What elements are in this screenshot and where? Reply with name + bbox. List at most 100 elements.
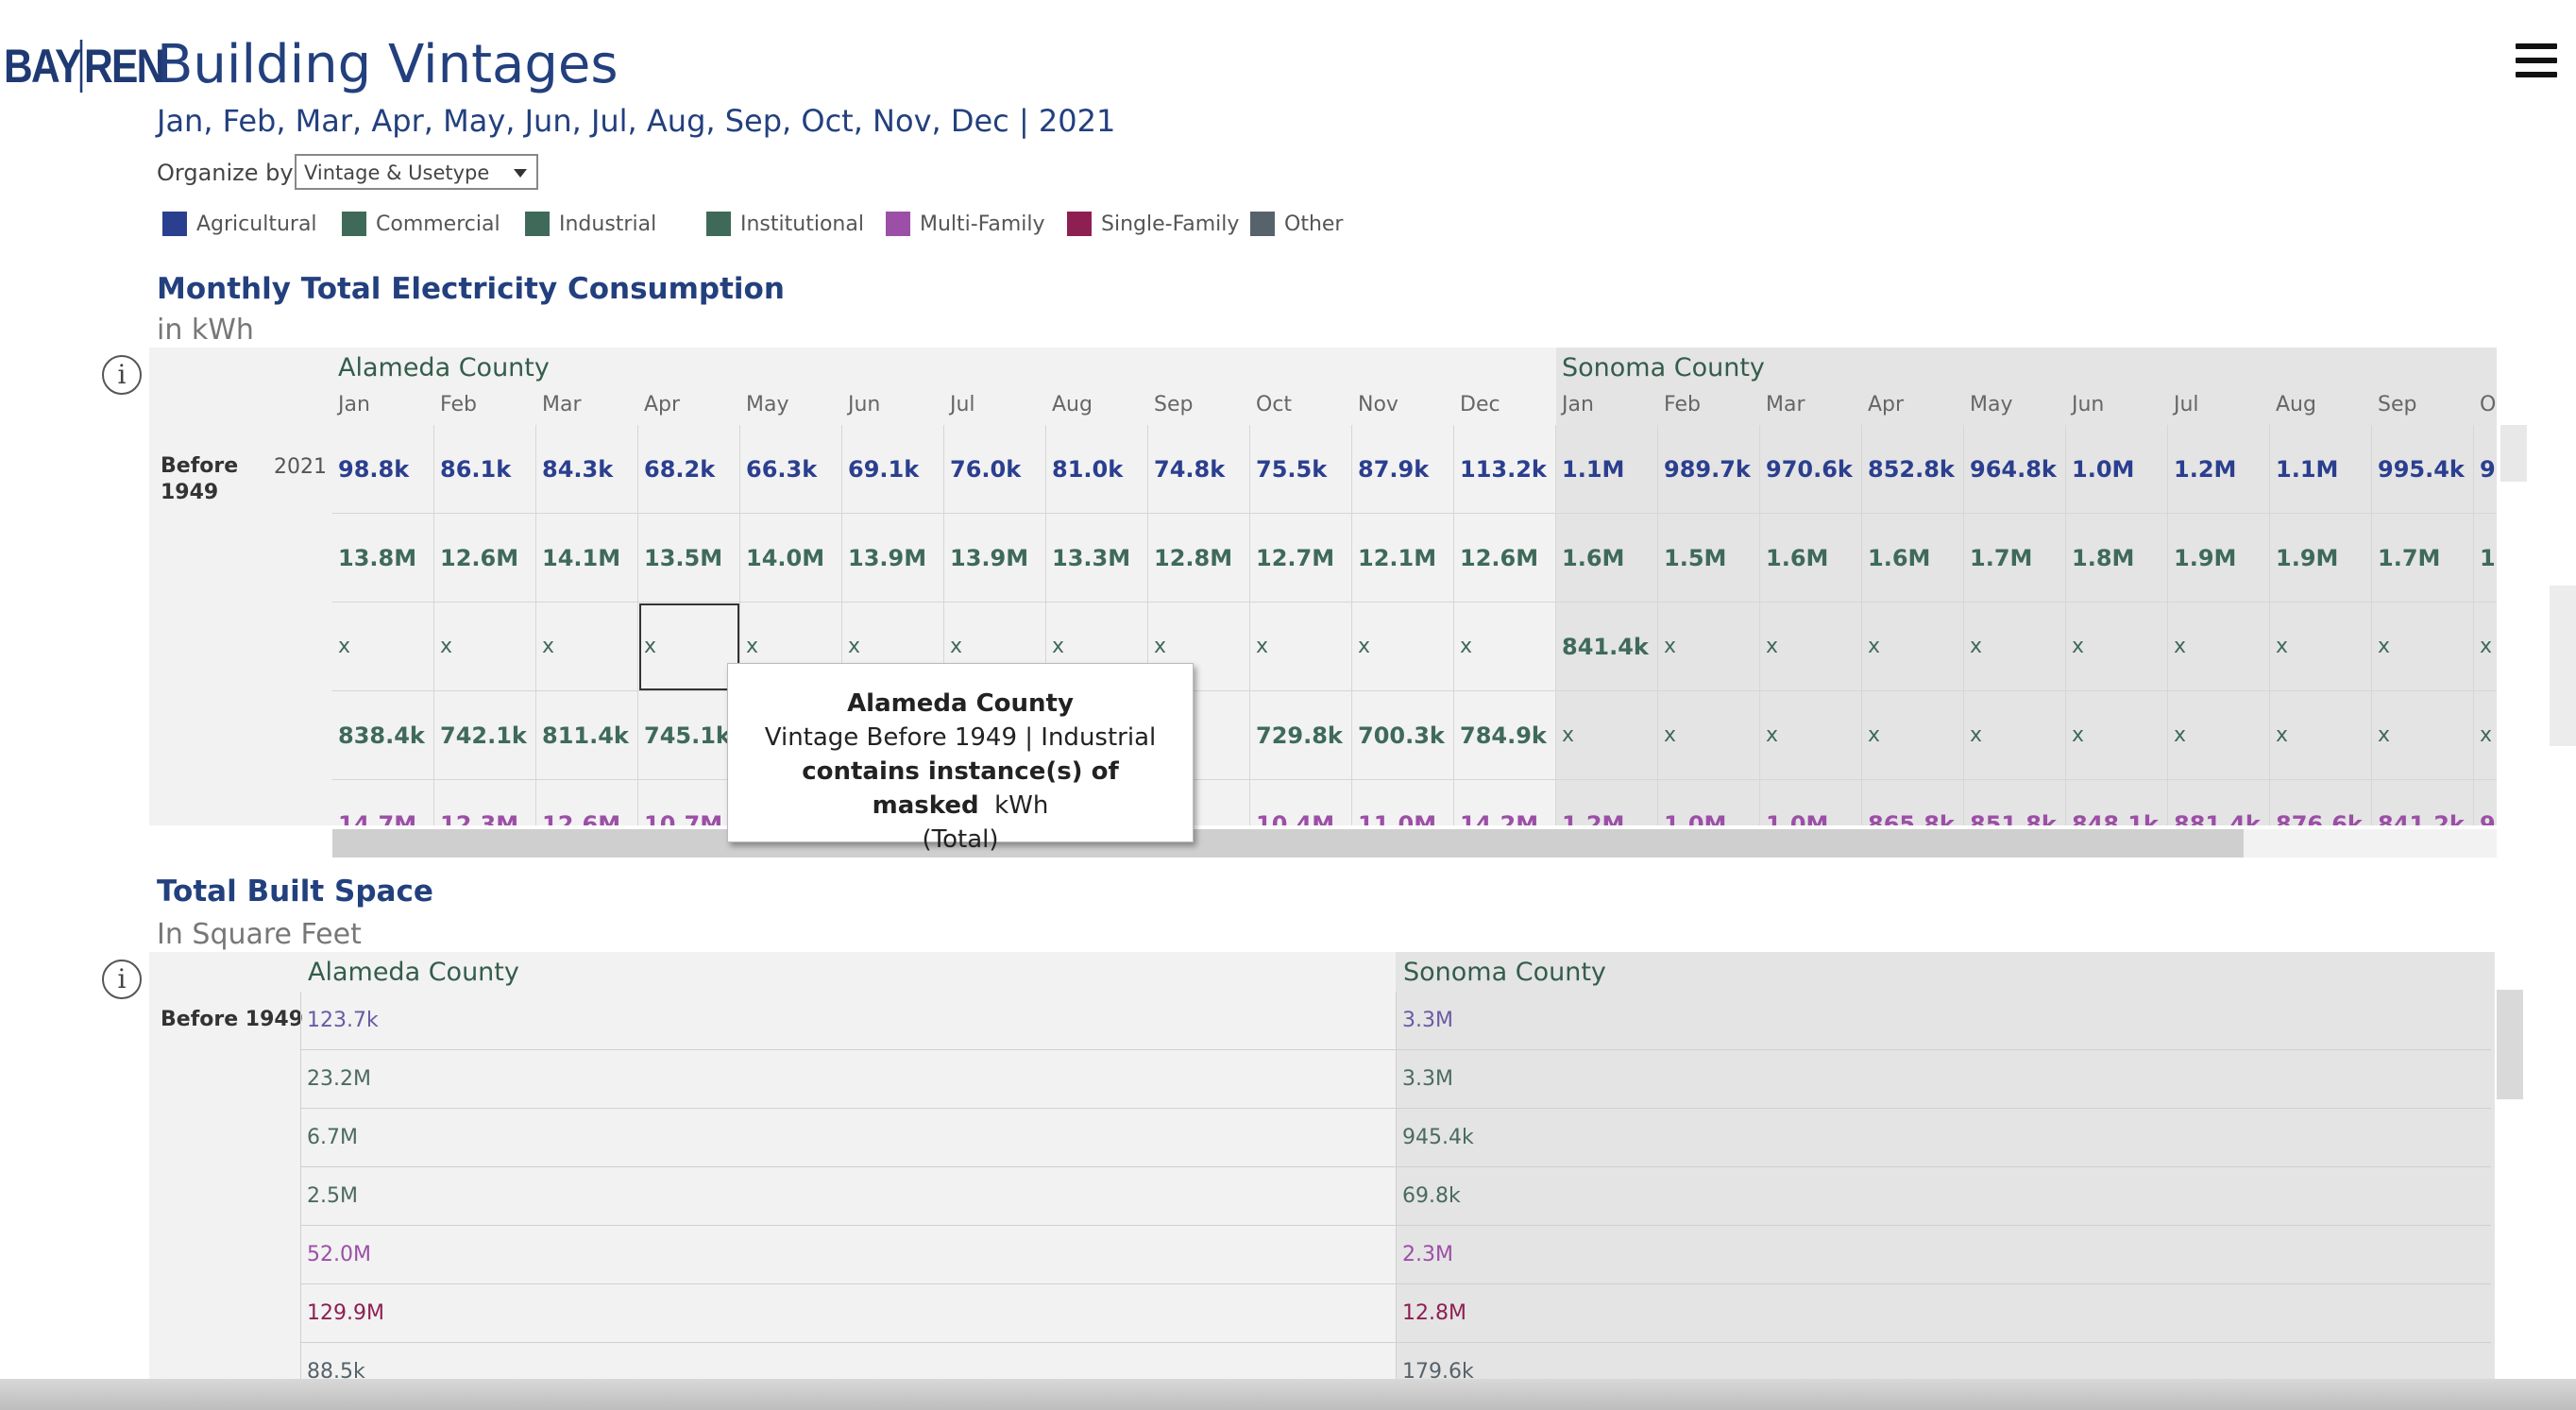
table-vertical-scrollbar[interactable] [2500, 425, 2527, 482]
table-cell[interactable]: x [1760, 691, 1862, 780]
table-cell[interactable]: 945.4k [1396, 1109, 2491, 1167]
table-cell[interactable]: x [1556, 691, 1658, 780]
table-cell[interactable]: x [434, 603, 536, 691]
table-cell[interactable]: 970.6k [1760, 425, 1862, 514]
table-cell[interactable]: 13.9M [842, 514, 944, 603]
table-cell[interactable]: 2.3M [1396, 1226, 2491, 1284]
table-cell[interactable]: 1.2M [2168, 425, 2270, 514]
table-cell[interactable]: 113.2k [1454, 425, 1556, 514]
table-cell[interactable]: x [2168, 603, 2270, 691]
table-cell[interactable]: x [332, 603, 434, 691]
legend-item-commercial[interactable]: Commercial [342, 212, 500, 236]
table-cell[interactable]: 9 [2474, 425, 2497, 514]
table-cell[interactable]: 841.2k [2372, 780, 2474, 825]
table-cell[interactable]: 784.9k [1454, 691, 1556, 780]
table-cell[interactable]: 52.0M [300, 1226, 1396, 1284]
table-cell[interactable]: x [1964, 603, 2066, 691]
table-cell[interactable]: 841.4k [1556, 603, 1658, 691]
table-cell[interactable]: 69.1k [842, 425, 944, 514]
table-cell[interactable]: x [2270, 691, 2372, 780]
table-cell[interactable]: 1.1M [2270, 425, 2372, 514]
legend-item-agricultural[interactable]: Agricultural [162, 212, 317, 236]
table-cell[interactable]: x [2168, 691, 2270, 780]
table-cell[interactable]: 6.7M [300, 1109, 1396, 1167]
table-cell[interactable]: x [2066, 603, 2168, 691]
legend-item-other[interactable]: Other [1250, 212, 1343, 236]
table-cell[interactable]: 1.1M [1556, 425, 1658, 514]
table-cell[interactable]: 69.8k [1396, 1167, 2491, 1226]
table-cell[interactable]: 12.1M [1352, 514, 1454, 603]
legend-item-single-family[interactable]: Single-Family [1067, 212, 1239, 236]
table-cell[interactable]: 1.6M [1862, 514, 1964, 603]
table-cell[interactable]: 12.7M [1250, 514, 1352, 603]
table-cell[interactable]: x [1148, 603, 1250, 691]
table-cell[interactable]: 14.2M [1454, 780, 1556, 825]
table-cell[interactable]: 2.5M [300, 1167, 1396, 1226]
table-cell[interactable]: x [2474, 603, 2497, 691]
table-cell[interactable]: 964.8k [1964, 425, 2066, 514]
table-cell[interactable]: 81.0k [1046, 425, 1148, 514]
table-cell[interactable]: x [1658, 691, 1760, 780]
table-cell[interactable]: 1.2M [1556, 780, 1658, 825]
table-cell[interactable]: 1.6M [1760, 514, 1862, 603]
table-cell[interactable]: x [2270, 603, 2372, 691]
table-cell[interactable]: x [1658, 603, 1760, 691]
table-cell[interactable]: 1.6M [1556, 514, 1658, 603]
table-cell[interactable]: 68.2k [638, 425, 740, 514]
table-cell[interactable]: 12.8M [1148, 514, 1250, 603]
table-cell[interactable]: 75.5k [1250, 425, 1352, 514]
table-cell[interactable]: 84.3k [536, 425, 638, 514]
table-cell[interactable]: 742.1k [434, 691, 536, 780]
table-cell[interactable]: 98.8k [332, 425, 434, 514]
table-cell[interactable]: x [1352, 603, 1454, 691]
table-cell[interactable]: 989.7k [1658, 425, 1760, 514]
table-cell[interactable]: x [1454, 603, 1556, 691]
table-cell[interactable]: 995.4k [2372, 425, 2474, 514]
table-cell[interactable]: 14.0M [740, 514, 842, 603]
table-cell[interactable]: 3.3M [1396, 1050, 2491, 1109]
page-vertical-scrollbar[interactable] [2550, 586, 2576, 746]
table-cell[interactable]: x [1862, 691, 1964, 780]
table-cell[interactable]: x [638, 603, 740, 691]
table-cell[interactable]: 865.8k [1862, 780, 1964, 825]
table-cell[interactable]: 9 [2474, 780, 2497, 825]
table-cell[interactable]: 13.5M [638, 514, 740, 603]
table-cell[interactable]: x [2066, 691, 2168, 780]
table-cell[interactable]: 881.4k [2168, 780, 2270, 825]
table-cell[interactable]: 1.0M [1658, 780, 1760, 825]
table-cell[interactable]: 14.7M [332, 780, 434, 825]
table-cell[interactable]: 76.0k [944, 425, 1046, 514]
table-cell[interactable]: 13.3M [1046, 514, 1148, 603]
table-cell[interactable]: 1.9M [2168, 514, 2270, 603]
table-cell[interactable]: 87.9k [1352, 425, 1454, 514]
table-cell[interactable]: 745.1k [638, 691, 740, 780]
info-icon[interactable]: i [102, 355, 142, 395]
hamburger-menu-icon[interactable] [2516, 43, 2557, 83]
table-cell[interactable]: 1.7M [2372, 514, 2474, 603]
table-cell[interactable]: 811.4k [536, 691, 638, 780]
table-horizontal-scrollbar[interactable] [332, 829, 2497, 858]
scrollbar-thumb[interactable] [332, 829, 2244, 858]
info-icon[interactable]: i [102, 960, 142, 999]
table-cell[interactable]: 13.8M [332, 514, 434, 603]
table-cell[interactable]: x [1862, 603, 1964, 691]
table-cell[interactable]: 11.0M [1352, 780, 1454, 825]
table-cell[interactable]: 1. [2474, 514, 2497, 603]
legend-item-institutional[interactable]: Institutional [706, 212, 864, 236]
table-cell[interactable]: 23.2M [300, 1050, 1396, 1109]
table-cell[interactable]: 851.8k [1964, 780, 2066, 825]
table-cell[interactable]: 12.6M [536, 780, 638, 825]
table-cell[interactable]: 12.6M [1454, 514, 1556, 603]
table-cell[interactable]: 12.6M [434, 514, 536, 603]
table-cell[interactable]: 86.1k [434, 425, 536, 514]
table-cell[interactable]: 852.8k [1862, 425, 1964, 514]
legend-item-multi-family[interactable]: Multi-Family [886, 212, 1045, 236]
table-cell[interactable]: x [1250, 603, 1352, 691]
table-cell[interactable]: 700.3k [1352, 691, 1454, 780]
table-cell[interactable]: 10.4M [1250, 780, 1352, 825]
table-cell[interactable]: 1.5M [1658, 514, 1760, 603]
table-cell[interactable]: x [536, 603, 638, 691]
table-cell[interactable]: 1.0M [2066, 425, 2168, 514]
table-cell[interactable]: 848.1k [2066, 780, 2168, 825]
table-cell[interactable]: x [1760, 603, 1862, 691]
